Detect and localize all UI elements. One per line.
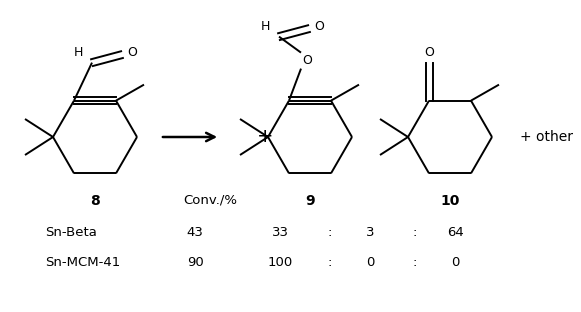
Text: 43: 43 — [187, 226, 203, 238]
Text: 8: 8 — [90, 194, 100, 208]
Text: 0: 0 — [366, 256, 374, 269]
Text: 10: 10 — [440, 194, 460, 208]
Text: H: H — [260, 20, 270, 33]
Text: O: O — [424, 46, 434, 59]
Text: :: : — [413, 256, 417, 269]
Text: :: : — [413, 226, 417, 238]
Text: 0: 0 — [451, 256, 459, 269]
Text: 3: 3 — [366, 226, 374, 238]
Text: O: O — [302, 54, 312, 67]
Text: H: H — [73, 46, 83, 59]
Text: Sn-MCM-41: Sn-MCM-41 — [45, 256, 120, 269]
Text: :: : — [328, 226, 332, 238]
Text: 90: 90 — [187, 256, 203, 269]
Text: 9: 9 — [305, 194, 315, 208]
Text: 100: 100 — [267, 256, 293, 269]
Text: +: + — [257, 128, 273, 147]
Text: Sn-Beta: Sn-Beta — [45, 226, 97, 238]
Text: Conv./%: Conv./% — [183, 193, 237, 207]
Text: 33: 33 — [271, 226, 289, 238]
Text: 64: 64 — [447, 226, 464, 238]
Text: + other: + other — [520, 130, 573, 144]
Text: O: O — [314, 20, 324, 33]
Text: :: : — [328, 256, 332, 269]
Text: O: O — [127, 46, 137, 59]
